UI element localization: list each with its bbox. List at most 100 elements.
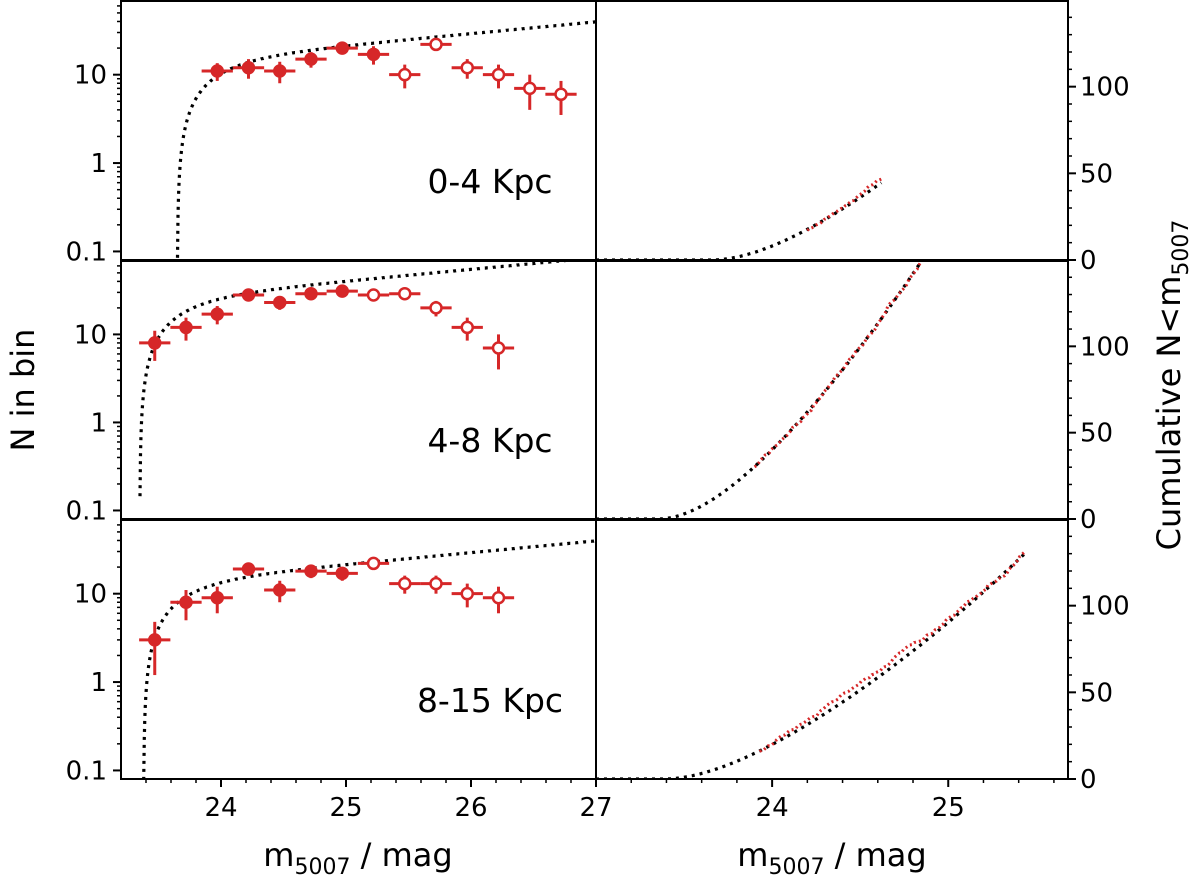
model-curve (138, 260, 589, 497)
data-point (201, 63, 233, 81)
data-point (482, 334, 515, 370)
panel-frame (595, 0, 1069, 261)
filled-marker (273, 583, 287, 597)
y-tick-label: 1 (90, 668, 107, 698)
model-curve (142, 539, 596, 779)
data-point (357, 46, 390, 65)
panel-right-1: 0 50 100 (595, 260, 1130, 535)
open-marker (491, 341, 506, 355)
data-point (482, 586, 515, 614)
y-tick-label: 0.1 (66, 496, 107, 526)
data-point (139, 621, 171, 676)
y-tick-label: 10 (74, 580, 107, 610)
data-point (326, 41, 358, 55)
open-marker (366, 288, 381, 302)
panel-right-0: 0 50 100 (595, 0, 1130, 276)
y-tick-label: 50 (1080, 419, 1113, 449)
cumulative-data-curve (806, 177, 882, 232)
cumulative-model-curve (596, 181, 883, 260)
open-marker (398, 286, 412, 301)
data-point (389, 64, 421, 89)
y-tick-label: 0 (1080, 765, 1097, 795)
panel-frame (595, 260, 1069, 520)
filled-marker (148, 336, 162, 350)
data-point (326, 566, 358, 581)
filled-marker (241, 562, 256, 576)
filled-marker (210, 590, 224, 605)
filled-marker (241, 60, 256, 75)
panel-frame (120, 519, 597, 780)
data-point (514, 74, 546, 110)
region-label: 4-8 Kpc (427, 421, 552, 460)
filled-marker (148, 633, 162, 647)
filled-marker (304, 52, 318, 66)
filled-marker (273, 64, 287, 78)
filled-marker (210, 307, 224, 321)
y-tick-label: 0.1 (66, 756, 107, 786)
data-point (170, 317, 202, 341)
axis-title-subscript: 5007 (294, 855, 350, 879)
y-tick-label: 10 (74, 61, 107, 91)
filled-marker (335, 41, 349, 55)
axis-title-main: Cumulative N<m (1150, 276, 1188, 551)
open-marker (523, 81, 537, 96)
axis-title-main: m (737, 836, 768, 874)
y-tick-label: 0 (1080, 246, 1097, 276)
y-tick-label: 1 (90, 149, 107, 179)
x-tick-label: 24 (204, 793, 237, 823)
x-tick-label: 24 (756, 793, 789, 823)
filled-marker (304, 564, 318, 578)
axis-title-tail: / mag (824, 836, 926, 874)
region-label: 0-4 Kpc (427, 162, 552, 201)
x-tick-label: 25 (329, 793, 362, 823)
filled-marker (335, 566, 349, 581)
x-axis-title-left: m5007 / mag (263, 836, 452, 879)
region-label: 8-15 Kpc (417, 681, 563, 720)
open-marker (398, 67, 412, 82)
open-marker (398, 576, 412, 591)
data-point (389, 575, 421, 594)
y-tick-label: 100 (1080, 592, 1130, 622)
filled-marker (335, 284, 349, 298)
panel-left-1: 4-8 Kpc 0.1 1 10 (66, 260, 597, 526)
open-marker (366, 556, 381, 571)
x-tick-label: 27 (579, 793, 612, 823)
open-marker (429, 576, 443, 591)
cumulative-data-curve (758, 549, 1027, 753)
data-point (232, 562, 265, 576)
data-point (420, 37, 452, 52)
data-point (357, 288, 390, 302)
panel-frame (595, 519, 1069, 780)
data-point (420, 575, 452, 594)
open-marker (491, 590, 506, 605)
data-point (451, 59, 483, 79)
data-point (201, 306, 233, 325)
cumulative-model-curve (596, 551, 1027, 779)
data-point (451, 583, 483, 608)
open-marker (554, 87, 568, 102)
x-tick-label: 26 (454, 793, 487, 823)
data-point (389, 286, 421, 301)
filled-marker (273, 295, 287, 310)
filled-marker (241, 288, 256, 302)
data-point (357, 556, 390, 571)
y-tick-label: 0.1 (66, 237, 107, 267)
data-point (420, 300, 452, 317)
y-tick-label: 100 (1080, 73, 1130, 103)
data-point (264, 580, 296, 603)
axis-title-subscript: 5007 (1169, 220, 1194, 276)
data-point (232, 59, 265, 79)
data-point (264, 295, 296, 310)
axis-title-tail: / mag (350, 836, 452, 874)
open-marker (429, 37, 443, 52)
data-point (232, 288, 265, 302)
axis-title-main: m (263, 836, 294, 874)
data-point (201, 586, 233, 614)
panel-frame (120, 0, 597, 261)
data-point (170, 590, 202, 621)
cumulative-model-curve (596, 260, 925, 519)
open-marker (491, 67, 506, 82)
filled-marker (210, 64, 224, 78)
data-point (482, 64, 515, 89)
